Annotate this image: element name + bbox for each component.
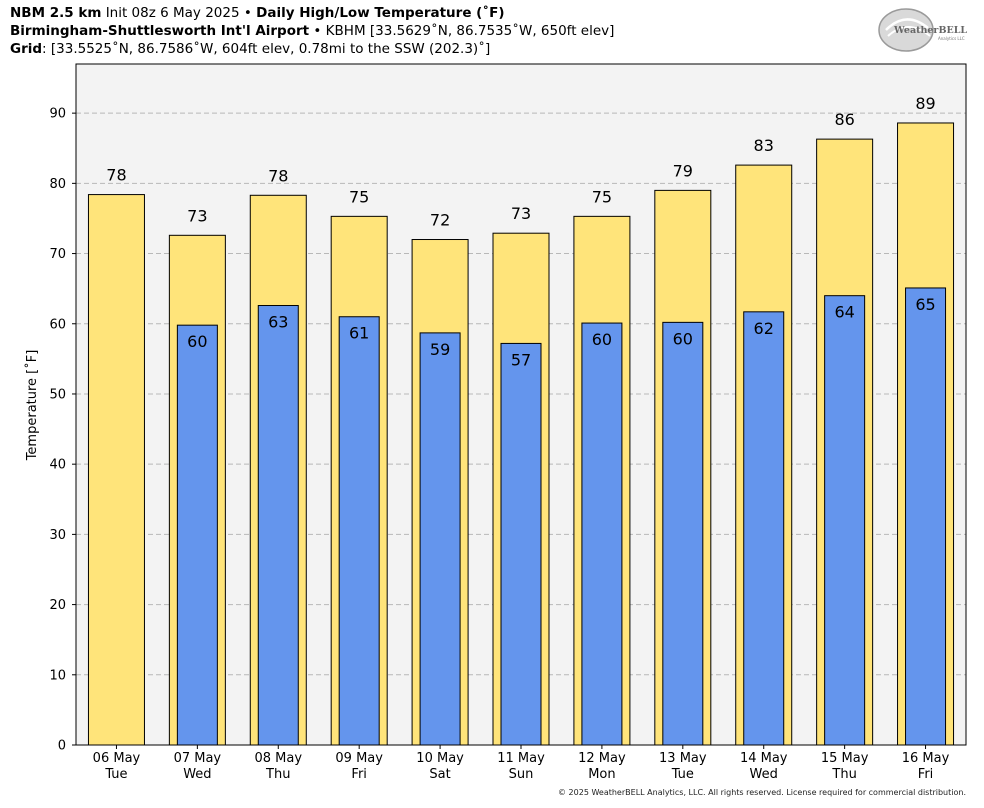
x-tick-weekday: Fri [918,767,934,782]
high-temp-label: 78 [106,166,126,185]
x-tick-date: 10 May [416,751,464,766]
x-tick-date: 06 May [93,751,141,766]
low-temp-bar [743,311,785,746]
high-temp-label: 75 [592,187,612,206]
x-tick-date: 08 May [254,751,302,766]
y-axis-label: Temperature [˚F] [24,350,40,462]
header-line-2: Birmingham-Shuttlesworth Int'l Airport •… [10,23,614,40]
high-temp-label: 73 [187,206,207,225]
low-temp-label: 60 [592,330,612,349]
low-temp-label: 63 [268,313,288,332]
x-tick-date: 11 May [497,751,545,766]
low-temp-bar [257,305,299,746]
y-axis: 0 10 20 30 40 50 60 70 80 90 [49,107,76,754]
high-temp-label: 86 [834,110,854,129]
low-temp-bar [824,295,866,746]
high-temp-label: 78 [268,166,288,185]
y-tick-label: 70 [49,247,66,262]
station-info: KBHM [33.5629˚N, 86.7535˚W, 650ft elev] [325,23,615,39]
x-tick-weekday: Thu [265,767,290,782]
high-temp-label: 83 [754,136,774,155]
low-temp-bar [581,322,623,746]
high-temp-label: 79 [673,161,693,180]
low-temp-label: 64 [834,303,854,322]
grid-info: : [33.5525˚N, 86.7586˚W, 604ft elev, 0.7… [42,41,491,57]
y-tick-label: 50 [49,387,66,402]
high-temp-label: 75 [349,187,369,206]
y-tick-label: 60 [49,317,66,332]
low-temp-label: 61 [349,324,369,343]
high-temp-bar [87,194,145,746]
x-tick-weekday: Fri [351,767,367,782]
copyright-footer: © 2025 WeatherBELL Analytics, LLC. All r… [558,788,966,797]
low-temp-bar [419,332,461,746]
x-tick-weekday: Mon [588,767,615,782]
grid-label: Grid [10,41,43,57]
x-tick-date: 15 May [821,751,869,766]
weatherbell-logo: WeatherBELL Analytics LLC [878,8,967,52]
x-tick-weekday: Sat [429,767,450,782]
bars [87,122,955,746]
y-tick-label: 90 [49,107,66,122]
x-tick-weekday: Tue [104,767,127,782]
high-temp-label: 89 [915,94,935,113]
y-tick-label: 10 [49,668,66,683]
x-tick-date: 16 May [902,751,950,766]
x-tick-date: 13 May [659,751,707,766]
low-temp-bar [176,324,218,746]
separator: • [243,5,252,21]
low-temp-bar [905,287,947,746]
x-tick-weekday: Tue [671,767,694,782]
value-labels: 78 73 60 78 63 75 61 72 59 73 57 75 60 79 60 83 62 86 64 89… [106,94,935,369]
low-temp-label: 62 [754,319,774,338]
x-tick-weekday: Wed [750,767,778,782]
y-tick-label: 20 [49,598,66,613]
logo-text: WeatherBELL [893,25,967,36]
low-temp-bar [662,321,704,746]
low-temp-bar [500,342,542,746]
low-temp-bar [338,316,380,746]
header-line-3: Grid: [33.5525˚N, 86.7586˚W, 604ft elev,… [10,41,490,58]
station-name: Birmingham-Shuttlesworth Int'l Airport [10,23,310,39]
x-tick-date: 09 May [335,751,383,766]
y-tick-label: 40 [49,458,66,473]
low-temp-label: 65 [915,295,935,314]
low-temp-label: 59 [430,340,450,359]
x-tick-date: 07 May [174,751,222,766]
header-line-1: NBM 2.5 km Init 08z 6 May 2025 • Daily H… [10,5,505,22]
logo-subtext: Analytics LLC [938,36,965,41]
x-tick-weekday: Wed [183,767,211,782]
x-tick-date: 14 May [740,751,788,766]
model-name: NBM 2.5 km [10,5,102,21]
x-tick-date: 12 May [578,751,626,766]
x-tick-weekday: Sun [509,767,534,782]
low-temp-label: 60 [673,329,693,348]
x-tick-weekday: Thu [831,767,856,782]
high-temp-label: 72 [430,211,450,230]
init-time: Init 08z 6 May 2025 [105,5,240,21]
separator: • [313,23,322,39]
y-tick-label: 0 [58,739,66,754]
y-tick-label: 80 [49,177,66,192]
product-title: Daily High/Low Temperature (˚F) [256,5,505,21]
high-temp-label: 73 [511,204,531,223]
low-temp-label: 57 [511,350,531,369]
low-temp-label: 60 [187,332,207,351]
y-tick-label: 30 [49,528,66,543]
